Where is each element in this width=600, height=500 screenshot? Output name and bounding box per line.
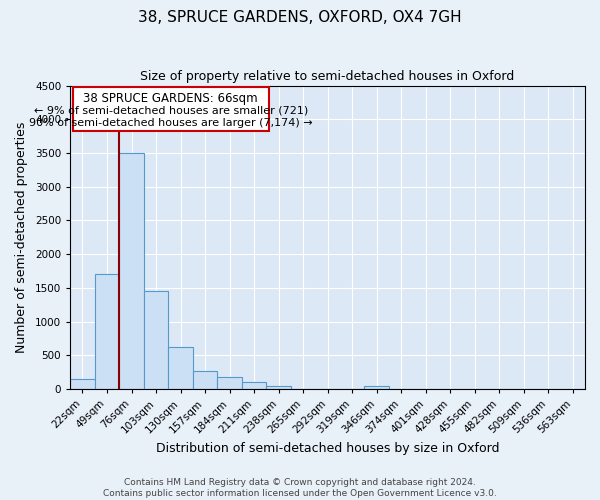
Text: 90% of semi-detached houses are larger (7,174) →: 90% of semi-detached houses are larger (… xyxy=(29,118,313,128)
Bar xyxy=(119,153,144,389)
Text: ← 9% of semi-detached houses are smaller (721): ← 9% of semi-detached houses are smaller… xyxy=(34,106,308,116)
Title: Size of property relative to semi-detached houses in Oxford: Size of property relative to semi-detach… xyxy=(140,70,515,83)
FancyBboxPatch shape xyxy=(73,87,269,132)
Bar xyxy=(70,379,95,389)
Bar xyxy=(193,371,217,389)
Bar xyxy=(217,378,242,389)
Y-axis label: Number of semi-detached properties: Number of semi-detached properties xyxy=(15,122,28,353)
Bar xyxy=(364,386,389,389)
Text: 38, SPRUCE GARDENS, OXFORD, OX4 7GH: 38, SPRUCE GARDENS, OXFORD, OX4 7GH xyxy=(138,10,462,25)
Bar xyxy=(95,274,119,389)
X-axis label: Distribution of semi-detached houses by size in Oxford: Distribution of semi-detached houses by … xyxy=(156,442,499,455)
Text: 38 SPRUCE GARDENS: 66sqm: 38 SPRUCE GARDENS: 66sqm xyxy=(83,92,258,106)
Text: Contains HM Land Registry data © Crown copyright and database right 2024.
Contai: Contains HM Land Registry data © Crown c… xyxy=(103,478,497,498)
Bar xyxy=(266,386,291,389)
Bar xyxy=(242,382,266,389)
Bar xyxy=(168,348,193,389)
Bar xyxy=(144,292,168,389)
